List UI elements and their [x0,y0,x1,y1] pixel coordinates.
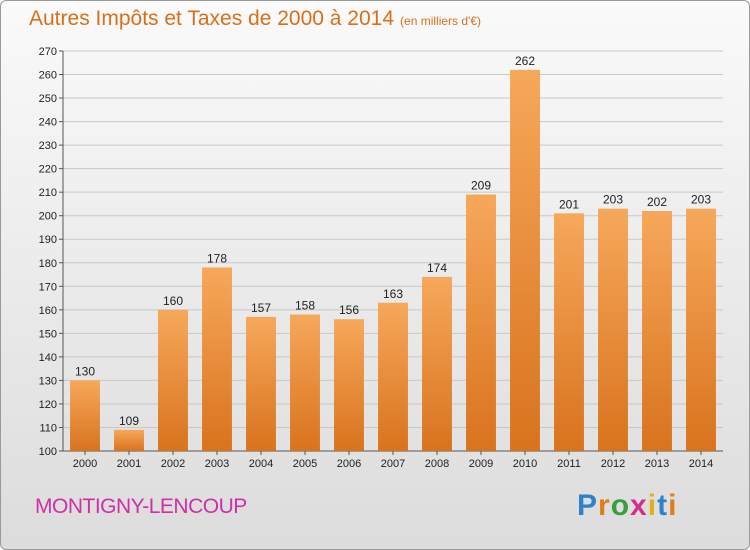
logo-letter: P [577,489,599,522]
labels: 100 110 120 130 140 150 160 170 180 190 200 210 220 2… [39,46,714,470]
y-tick-label: 270 [39,46,57,58]
y-tick-label: 180 [39,258,57,270]
bar-2007 [378,302,408,451]
x-tick-label: 2014 [689,458,713,470]
x-tick-label: 2006 [337,458,361,470]
data-label-2002: 160 [163,294,183,308]
chart-title: Autres Impôts et Taxes de 2000 à 2014 (en… [29,7,481,31]
bar-2004 [246,316,276,451]
y-tick-label: 170 [39,281,57,293]
bar-2003 [202,267,232,451]
y-tick-label: 210 [39,187,57,199]
x-tick-label: 2001 [117,458,141,470]
data-label-2008: 174 [427,261,447,275]
bar-2005 [290,314,320,451]
x-tick-label: 2003 [205,458,229,470]
city-name: MONTIGNY-LENCOUP [35,495,247,518]
logo-letter: i [668,489,678,522]
y-tick-label: 190 [39,234,57,246]
x-tick-label: 2012 [601,458,625,470]
title-text: Autres Impôts et Taxes de 2000 à 2014 [29,7,395,30]
data-label-2005: 158 [295,299,315,313]
bar-2011 [554,213,584,451]
x-tick-label: 2000 [73,458,97,470]
logo-letter: t [657,489,669,522]
data-label-2014: 203 [691,193,711,207]
title-unit: (en milliers d'€) [400,14,482,28]
data-label-2012: 203 [603,193,623,207]
x-tick-label: 2002 [161,458,185,470]
data-label-2011: 201 [559,197,579,211]
bar-2002 [158,309,188,451]
data-label-2010: 262 [515,54,535,68]
data-label-2004: 157 [251,301,271,315]
logo-letter: i [647,489,658,522]
x-tick-label: 2004 [249,458,273,470]
bar-2010 [510,69,540,451]
logo-letter: x [630,489,648,522]
x-tick-label: 2009 [469,458,493,470]
bar-2001 [114,429,144,451]
logo-letter: r [598,489,611,522]
data-label-2007: 163 [383,287,403,301]
y-tick-label: 150 [39,328,57,340]
x-tick-label: 2008 [425,458,449,470]
y-tick-label: 120 [39,399,57,411]
bar-2006 [334,319,364,451]
x-tick-label: 2013 [645,458,669,470]
data-label-2000: 130 [75,364,95,378]
bar-2013 [642,211,672,451]
bar-2014 [686,208,716,451]
y-tick-label: 130 [39,375,57,387]
x-tick-label: 2010 [513,458,537,470]
y-tick-label: 200 [39,211,57,223]
y-tick-label: 260 [39,70,57,82]
bars [70,69,716,451]
x-tick-label: 2011 [557,458,581,470]
x-tick-label: 2005 [293,458,317,470]
data-label-2001: 109 [119,414,139,428]
x-tick-label: 2007 [381,458,405,470]
logo-letter: o [610,489,631,522]
y-tick-label: 140 [39,352,57,364]
data-label-2003: 178 [207,251,227,265]
y-tick-label: 230 [39,140,57,152]
bar-2009 [466,194,496,451]
data-label-2009: 209 [471,179,491,193]
y-tick-label: 250 [39,93,57,105]
y-tick-label: 240 [39,117,57,129]
y-tick-label: 160 [39,305,57,317]
data-label-2006: 156 [339,303,359,317]
bar-2000 [70,380,100,451]
proxiti-logo: Proxiti [577,489,677,523]
y-tick-label: 110 [39,422,57,434]
bar-2012 [598,208,628,451]
y-tick-label: 220 [39,164,57,176]
bar-2008 [422,276,452,451]
data-label-2013: 202 [647,195,667,209]
y-tick-label: 100 [39,446,57,458]
